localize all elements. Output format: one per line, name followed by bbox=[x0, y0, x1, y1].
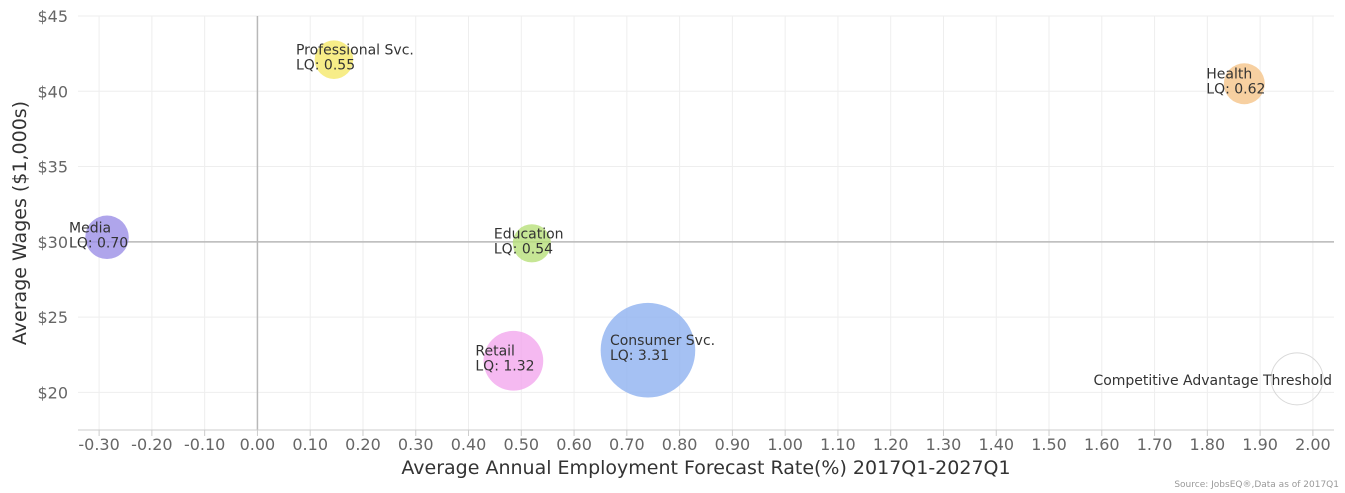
y-tick-label: $35 bbox=[37, 158, 68, 177]
x-tick-label: 0.80 bbox=[662, 435, 698, 454]
bubble-name-label: Health bbox=[1206, 67, 1252, 83]
bubble-name-label: Consumer Svc. bbox=[610, 333, 715, 349]
x-tick-label: -0.10 bbox=[184, 435, 225, 454]
bubbles bbox=[85, 40, 1324, 406]
bubble-lq-label: LQ: 0.54 bbox=[494, 241, 553, 257]
x-tick-label: 1.60 bbox=[1084, 435, 1120, 454]
x-tick-label: 0.50 bbox=[503, 435, 539, 454]
x-tick-label: -0.20 bbox=[131, 435, 172, 454]
x-tick-label: 1.10 bbox=[820, 435, 856, 454]
x-tick-label: 1.30 bbox=[926, 435, 962, 454]
threshold-circle bbox=[1270, 352, 1324, 406]
bubble-name-label: Professional Svc. bbox=[296, 43, 414, 59]
y-tick-label: $40 bbox=[37, 82, 68, 101]
x-tick-label: 1.20 bbox=[873, 435, 909, 454]
source-note: Source: JobsEQ®,Data as of 2017Q1 bbox=[1174, 480, 1339, 490]
grid-lines bbox=[78, 15, 1334, 430]
y-axis-title: Average Wages ($1,000s) bbox=[9, 101, 31, 345]
bubble-lq-label: LQ: 3.31 bbox=[610, 348, 669, 364]
bubble-name-label: Education bbox=[494, 226, 564, 242]
bubble-education[interactable] bbox=[512, 224, 551, 263]
x-tick-label: 0.10 bbox=[292, 435, 328, 454]
x-tick-label: 0.70 bbox=[609, 435, 645, 454]
x-tick-label: 0.20 bbox=[345, 435, 381, 454]
bubble-name-label: Media bbox=[69, 220, 111, 236]
x-tick-label: 1.00 bbox=[767, 435, 803, 454]
bubble-lq-label: LQ: 0.70 bbox=[69, 235, 128, 251]
threshold-label: Competitive Advantage Threshold bbox=[1093, 373, 1332, 389]
reference-lines bbox=[78, 16, 1334, 430]
bubble-professional-svc[interactable] bbox=[314, 40, 354, 79]
x-tick-label: 0.00 bbox=[240, 435, 276, 454]
x-tick-label: 1.70 bbox=[1137, 435, 1173, 454]
y-tick-label: $20 bbox=[37, 383, 68, 402]
x-tick-label: 1.40 bbox=[978, 435, 1014, 454]
y-tick-label: $45 bbox=[37, 7, 68, 26]
bubble-consumer-svc[interactable] bbox=[600, 302, 696, 398]
bubble-name-label: Retail bbox=[475, 344, 515, 360]
x-tick-label: 1.50 bbox=[1031, 435, 1067, 454]
bubble-lq-label: LQ: 1.32 bbox=[475, 359, 534, 375]
x-tick-label: 0.60 bbox=[556, 435, 592, 454]
bubble-lq-label: LQ: 0.62 bbox=[1206, 82, 1265, 98]
axes: -0.30 -0.20 -0.10 0.00 0.10 0.20 0.30 0.40 0.50 0… bbox=[37, 7, 1334, 454]
bubble-media[interactable] bbox=[85, 215, 129, 260]
x-tick-label: -0.30 bbox=[78, 435, 119, 454]
bubble-retail[interactable] bbox=[483, 330, 544, 391]
x-tick-label: 0.90 bbox=[715, 435, 751, 454]
bubble-lq-label: LQ: 0.55 bbox=[296, 58, 355, 74]
x-tick-label: 0.40 bbox=[451, 435, 487, 454]
x-tick-label: 1.80 bbox=[1190, 435, 1226, 454]
x-tick-label: 0.30 bbox=[398, 435, 434, 454]
y-tick-label: $30 bbox=[37, 233, 68, 252]
x-tick-label: 2.00 bbox=[1295, 435, 1331, 454]
x-tick-label: 1.90 bbox=[1242, 435, 1278, 454]
bubble-health[interactable] bbox=[1223, 63, 1265, 105]
x-axis-title: Average Annual Employment Forecast Rate(… bbox=[401, 457, 1010, 479]
y-tick-label: $25 bbox=[37, 308, 68, 327]
